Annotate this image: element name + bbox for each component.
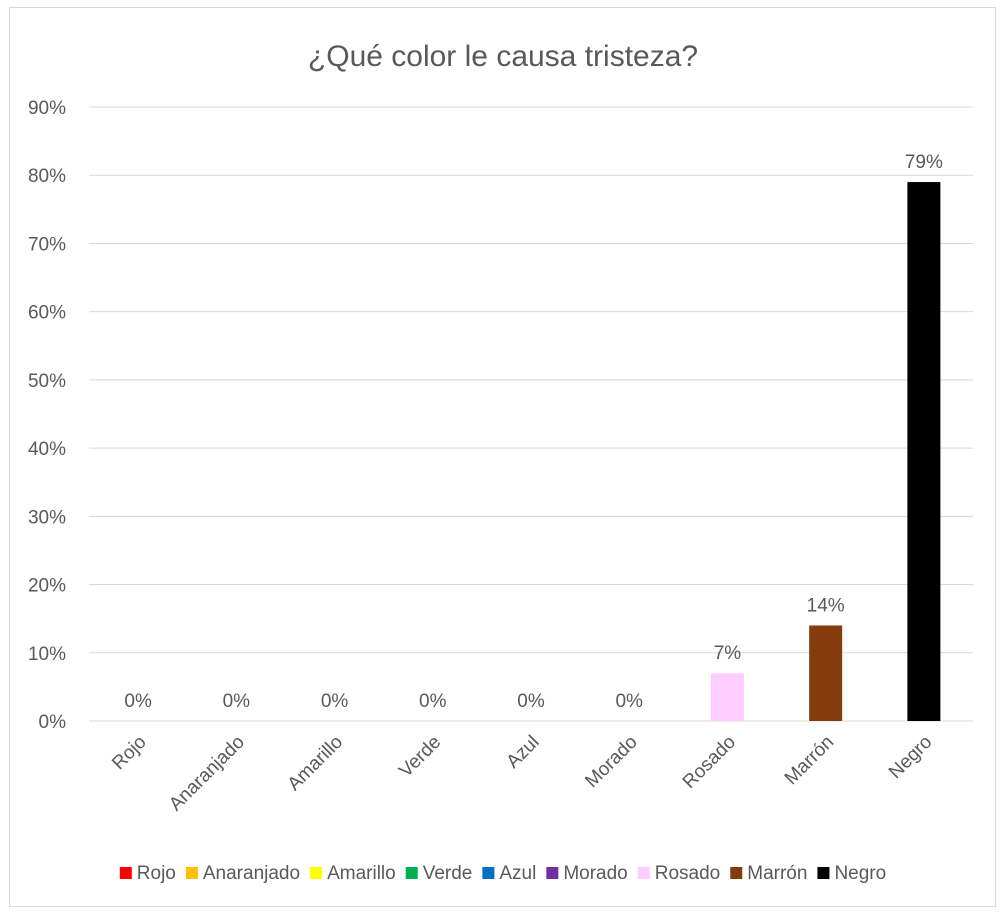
data-label: 14% <box>807 595 845 616</box>
x-tick-label: Rojo <box>108 732 150 774</box>
data-label: 0% <box>321 691 349 712</box>
legend-swatch-morado <box>546 867 559 879</box>
y-axis-ticks: 0% 10% 20% 30% 40% 50% 60% 70% 80% 90% <box>28 98 66 733</box>
y-tick-label: 90% <box>28 98 66 119</box>
y-tick-label: 0% <box>39 712 67 733</box>
data-label: 0% <box>517 691 545 712</box>
legend-label: Anaranjado <box>203 863 300 884</box>
data-label: 79% <box>905 152 943 173</box>
x-tick-label: Azul <box>503 732 544 773</box>
y-tick-label: 10% <box>28 644 66 665</box>
legend: Rojo Anaranjado Amarillo Verde Azul Morado Ros… <box>119 863 886 884</box>
data-label: 0% <box>124 691 152 712</box>
data-label: 0% <box>615 691 643 712</box>
y-tick-label: 60% <box>28 303 66 324</box>
legend-label: Rojo <box>137 863 176 884</box>
x-tick-label: Verde <box>395 732 445 782</box>
legend-swatch-rosado <box>637 867 650 879</box>
legend-label: Morado <box>563 863 627 884</box>
data-labels: 0% 0% 0% 0% 0% 0% 7% 14% 79% <box>124 152 943 712</box>
y-tick-label: 30% <box>28 507 66 528</box>
bar-negro <box>907 182 941 722</box>
legend-label: Negro <box>834 863 886 884</box>
y-tick-label: 70% <box>28 234 66 255</box>
legend-label: Amarillo <box>327 863 396 884</box>
legend-label: Verde <box>423 863 473 884</box>
legend-swatch-verde <box>405 867 418 879</box>
x-tick-label: Marrón <box>781 732 838 789</box>
chart-title: ¿Qué color le causa tristeza? <box>308 40 698 73</box>
x-axis-ticks: Rojo Anaranjado Amarillo Verde Azul Morado Ros… <box>108 732 936 816</box>
y-tick-label: 50% <box>28 371 66 392</box>
x-tick-label: Negro <box>885 732 936 783</box>
x-tick-label: Morado <box>581 732 641 792</box>
bars <box>710 182 941 722</box>
legend-swatch-negro <box>817 867 830 879</box>
y-tick-label: 20% <box>28 576 66 597</box>
legend-swatch-amarillo <box>310 867 323 879</box>
legend-swatch-anaranjado <box>185 867 198 879</box>
chart-frame <box>9 7 996 907</box>
data-label: 7% <box>714 643 742 664</box>
y-tick-label: 80% <box>28 166 66 187</box>
legend-label: Rosado <box>655 863 721 884</box>
bar-marrón <box>809 625 843 721</box>
legend-label: Azul <box>499 863 536 884</box>
x-tick-label: Anaranjado <box>165 732 249 816</box>
data-label: 0% <box>223 691 251 712</box>
x-tick-label: Amarillo <box>284 732 347 795</box>
data-label: 0% <box>419 691 447 712</box>
legend-label: Marrón <box>747 863 807 884</box>
legend-swatch-azul <box>482 867 495 879</box>
bar-rosado <box>710 673 744 721</box>
x-tick-label: Rosado <box>679 732 740 793</box>
y-tick-label: 40% <box>28 439 66 460</box>
legend-swatch-rojo <box>119 867 132 879</box>
legend-swatch-marrón <box>730 867 743 879</box>
